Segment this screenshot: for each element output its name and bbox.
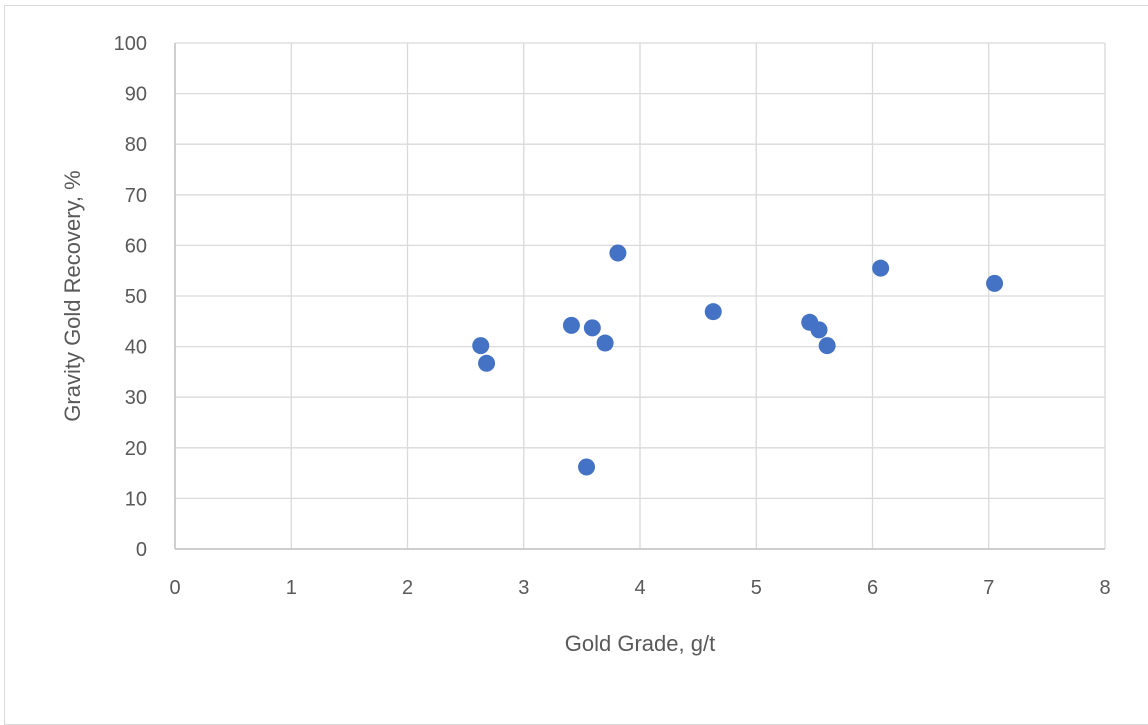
data-point bbox=[596, 334, 614, 352]
data-point bbox=[478, 354, 496, 372]
x-tick-label: 7 bbox=[983, 577, 994, 599]
x-tick-label: 1 bbox=[286, 577, 297, 599]
data-point bbox=[704, 303, 722, 321]
y-tick-label: 50 bbox=[125, 286, 147, 308]
y-tick-label: 60 bbox=[125, 235, 147, 257]
axes bbox=[174, 43, 1105, 550]
y-tick-label: 40 bbox=[125, 337, 147, 359]
gridlines bbox=[175, 42, 1106, 549]
data-point bbox=[810, 321, 828, 339]
tick-labels: 0 10 20 30 40 50 60 70 80 90 100 0 1 2 3 4 5 6 7 8 bbox=[114, 33, 1111, 599]
x-axis-title: Gold Grade, g/t bbox=[565, 631, 715, 656]
y-tick-label: 70 bbox=[125, 185, 147, 207]
data-point bbox=[562, 316, 580, 334]
x-tick-label: 3 bbox=[518, 577, 529, 599]
y-tick-label: 20 bbox=[125, 438, 147, 460]
x-tick-label: 4 bbox=[634, 577, 645, 599]
y-tick-label: 0 bbox=[136, 539, 147, 561]
x-tick-label: 0 bbox=[169, 577, 180, 599]
data-point bbox=[818, 337, 836, 355]
data-points bbox=[472, 244, 1004, 476]
data-point bbox=[609, 244, 627, 262]
data-point bbox=[472, 337, 490, 355]
data-point bbox=[583, 319, 601, 337]
data-point bbox=[578, 458, 596, 476]
x-tick-label: 6 bbox=[867, 577, 878, 599]
y-axis-title: Gravity Gold Recovery, % bbox=[60, 170, 85, 421]
scatter-chart: 0 10 20 30 40 50 60 70 80 90 100 0 1 2 3 4 5 6 7 8 Gold Gra… bbox=[60, 33, 1111, 656]
x-tick-label: 8 bbox=[1099, 577, 1110, 599]
y-tick-label: 90 bbox=[125, 84, 147, 106]
data-point bbox=[872, 259, 890, 277]
y-tick-label: 100 bbox=[114, 33, 147, 55]
chart-area bbox=[4, 5, 1148, 725]
y-tick-label: 80 bbox=[125, 134, 147, 156]
y-tick-label: 10 bbox=[125, 488, 147, 510]
x-tick-label: 5 bbox=[751, 577, 762, 599]
y-tick-label: 30 bbox=[125, 387, 147, 409]
x-tick-label: 2 bbox=[402, 577, 413, 599]
data-point bbox=[986, 274, 1004, 292]
